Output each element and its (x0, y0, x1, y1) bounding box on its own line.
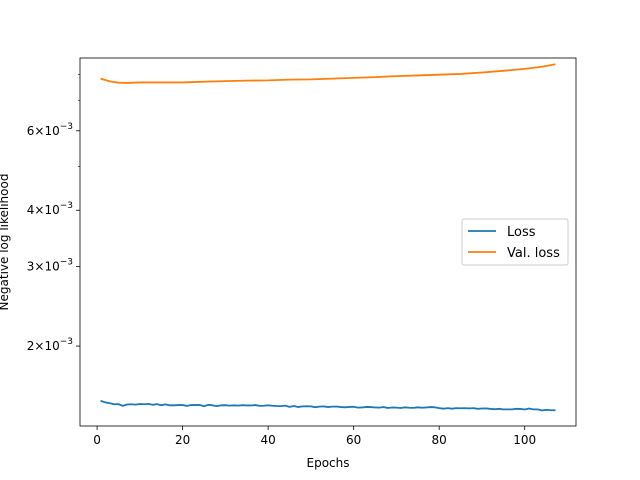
x-tick-label: 100 (513, 433, 536, 447)
x-tick-label: 60 (346, 433, 361, 447)
legend-label-loss: Loss (507, 225, 536, 240)
x-tick-label: 80 (432, 433, 447, 447)
x-tick-label: 0 (93, 433, 101, 447)
legend: Loss Val. loss (462, 219, 568, 265)
y-axis-label: Negative log likelihood (0, 174, 11, 311)
x-tick-label: 40 (260, 433, 275, 447)
x-axis-label: Epochs (307, 456, 350, 470)
legend-label-val-loss: Val. loss (507, 246, 560, 261)
x-tick-label: 20 (175, 433, 190, 447)
